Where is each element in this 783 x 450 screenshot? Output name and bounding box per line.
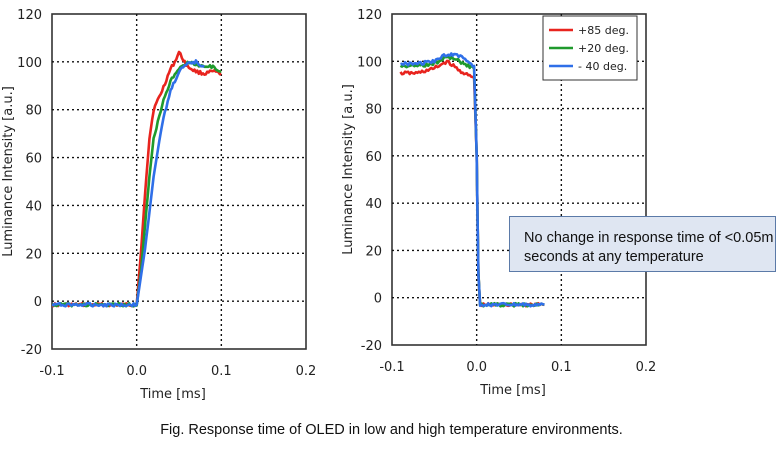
y-tick-label: 100 [17,56,42,71]
x-tick-label: 0.0 [126,364,147,379]
y-tick-label: 80 [25,104,42,119]
y-tick-label: -20 [361,339,382,354]
y-axis-label: Luminance Intensity [a.u.] [341,84,356,255]
legend-label: +85 deg. [578,24,629,37]
y-tick-label: 0 [34,295,42,310]
figure-caption: Fig. Response time of OLED in low and hi… [160,422,623,438]
x-tick-label: 0.2 [296,364,317,379]
y-tick-label: -20 [21,343,42,358]
x-tick-label: -0.1 [39,364,64,379]
x-tick-label: 0.1 [211,364,232,379]
y-tick-label: 80 [365,103,382,118]
y-tick-label: 0 [374,292,382,307]
legend-label: - 40 deg. [578,60,627,73]
series-line-40deg-1 [52,59,205,308]
y-axis-label: Luminance Intensity [a.u.] [1,86,16,257]
y-tick-label: 120 [17,8,42,23]
y-tick-label: 60 [25,152,42,167]
y-tick-label: 120 [357,8,382,23]
annotation-box: No change in response time of <0.05m sec… [509,216,776,272]
chart-panel-1: -20 0 20 40 60 80 100 120 -0.1 0.0 0.1 0.2 Time [ms]… [1,8,316,402]
x-tick-label: -0.1 [379,360,404,375]
y-tick-label: 40 [25,199,42,214]
series-line-40deg-2 [400,52,545,308]
x-tick-label: 0.2 [636,360,657,375]
plot-frame [51,13,307,350]
x-axis-label: Time [ms] [139,387,206,402]
y-tick-label: 100 [357,55,382,70]
x-tick-label: 0.1 [551,360,572,375]
x-tick-label: 0.0 [466,360,487,375]
y-tick-label: 20 [365,244,382,259]
chart-panel-2: -20 0 20 40 60 80 100 120 -0.1 0.0 0.1 0.2 Time [ms]… [341,8,656,398]
y-tick-label: 20 [25,247,42,262]
y-tick-label: 40 [365,197,382,212]
y-tick-label: 60 [365,150,382,165]
x-axis-label: Time [ms] [479,383,546,398]
legend-label: +20 deg. [578,42,629,55]
legend: +85 deg. +20 deg. - 40 deg. [542,15,638,81]
